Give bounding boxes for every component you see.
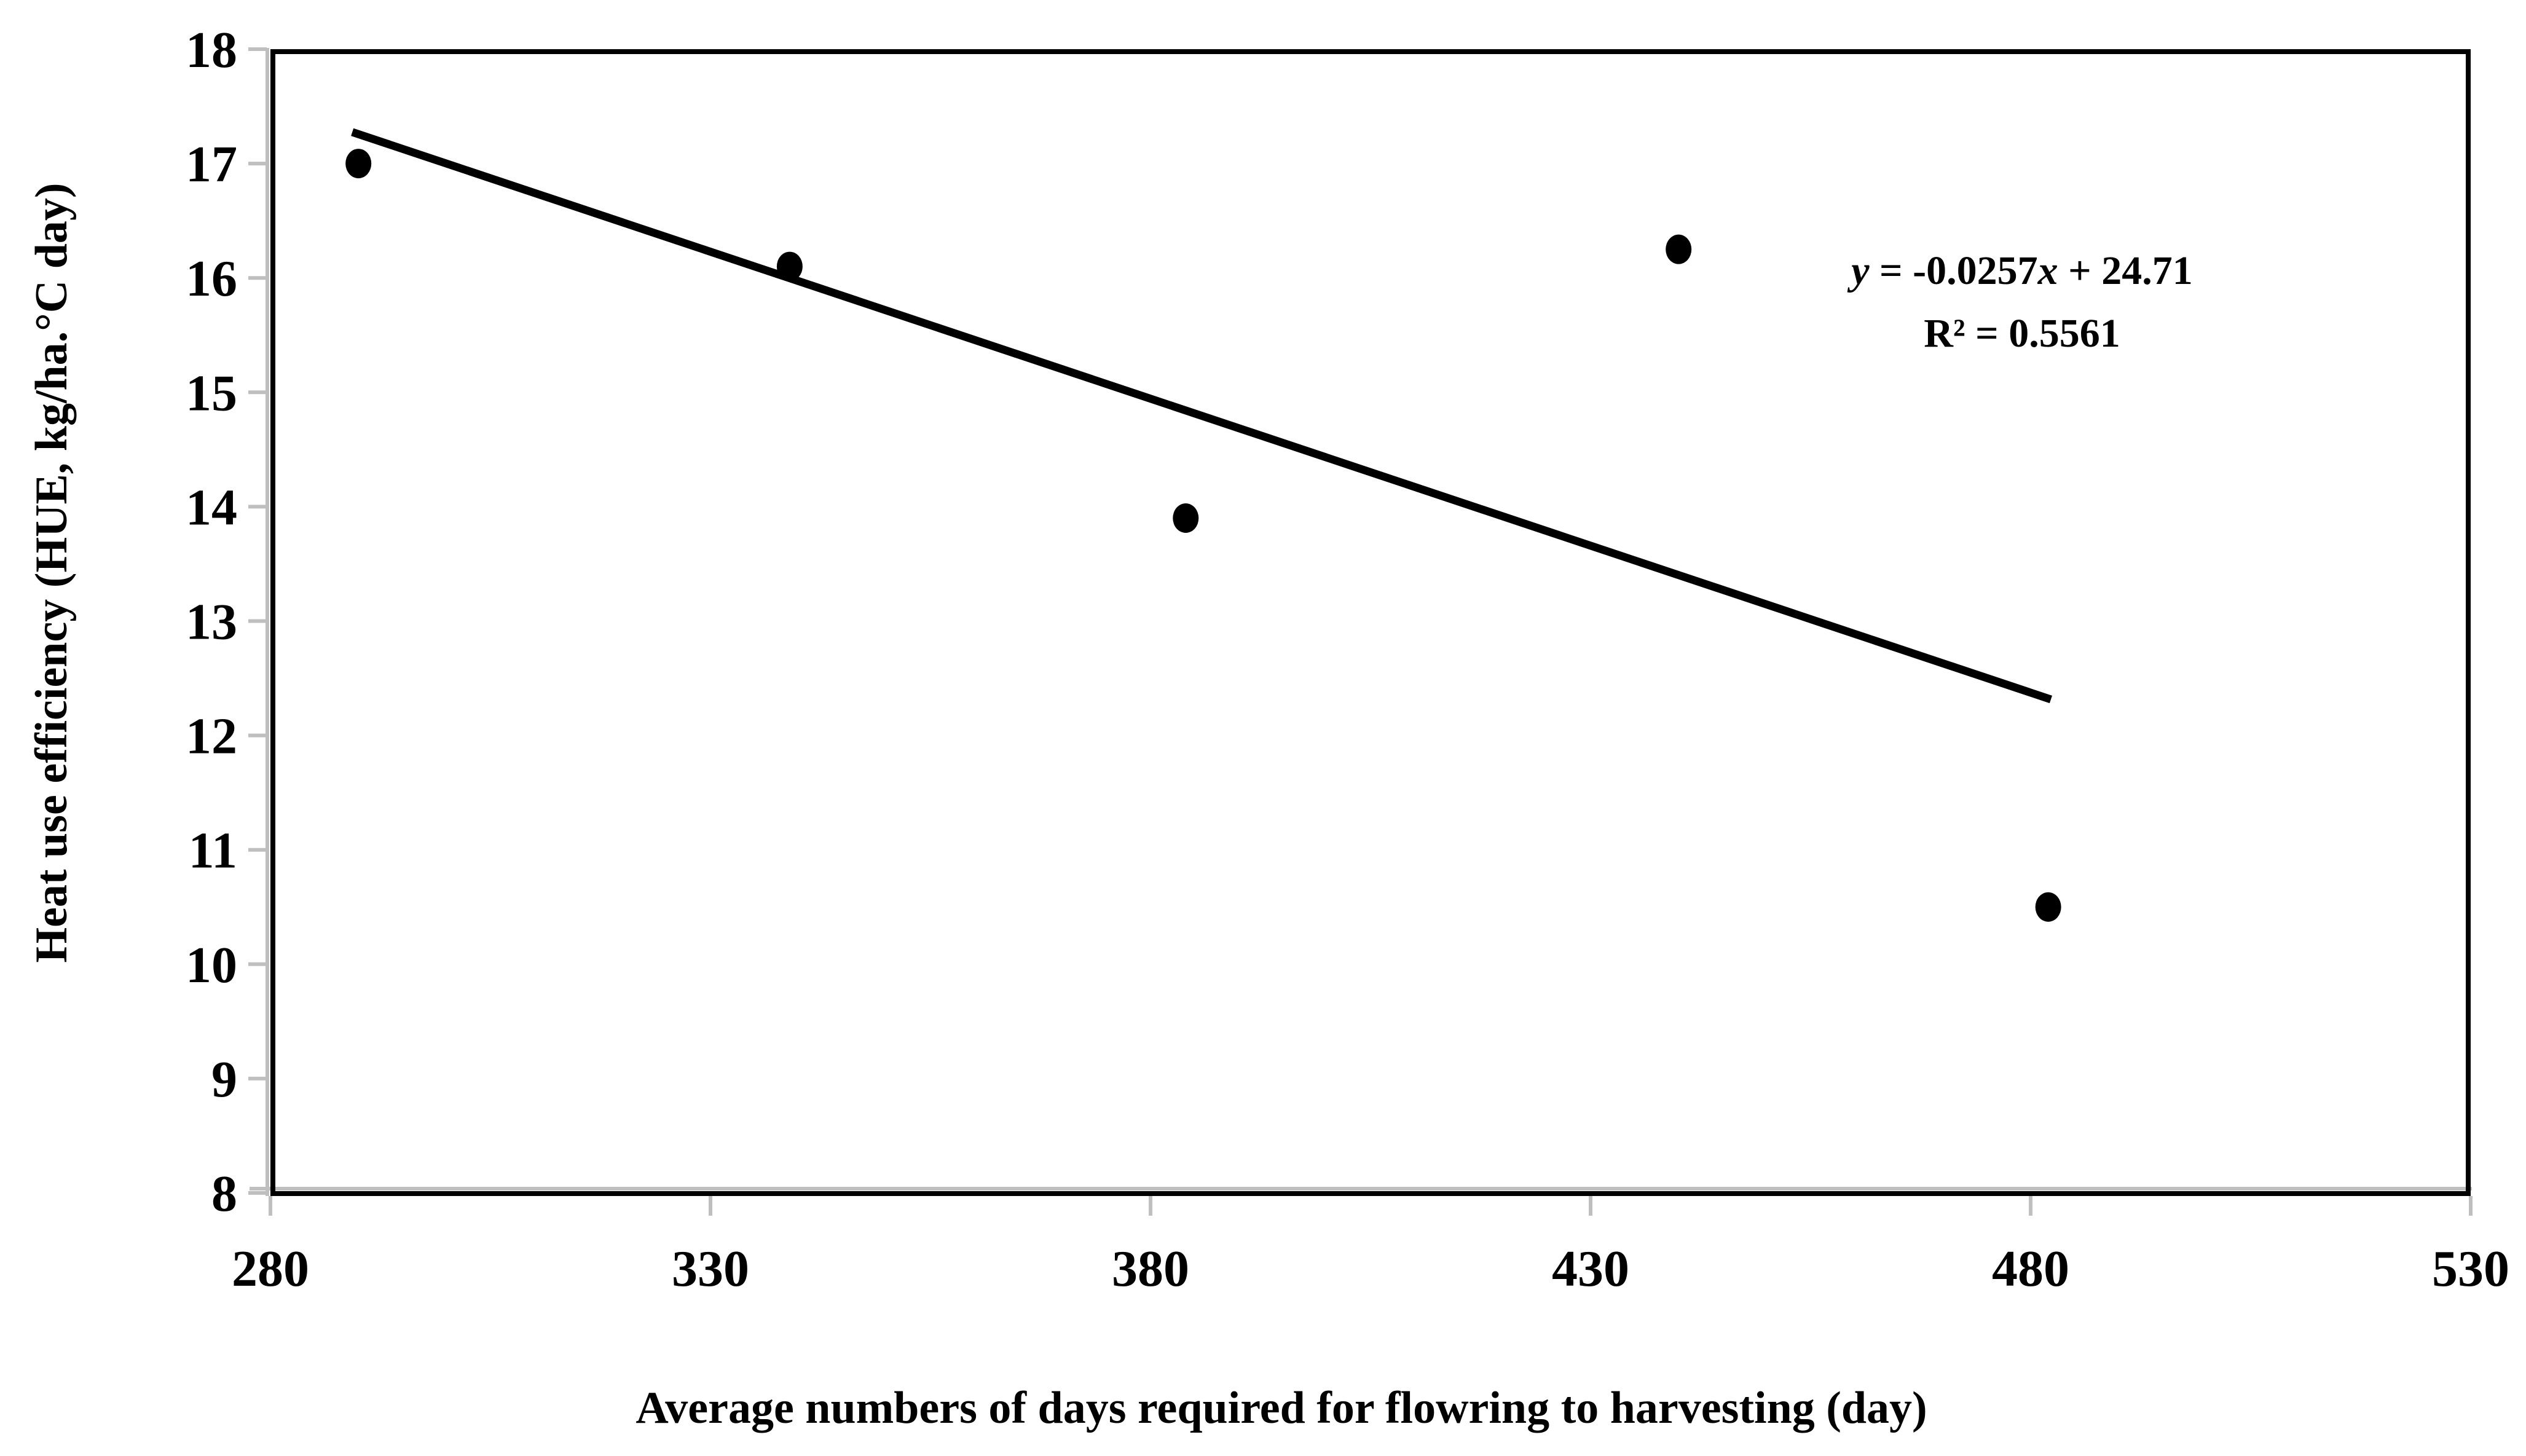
y-tick-label: 10 (186, 937, 237, 994)
data-point (2035, 892, 2061, 922)
x-tick-label: 380 (1112, 1240, 1189, 1297)
x-tick-label: 480 (1992, 1240, 2069, 1297)
trendline-equation-label: y = -0.0257x + 24.71 (1847, 248, 2193, 293)
data-point (776, 251, 803, 281)
equation-y-variable: y (1847, 248, 1870, 293)
data-point (345, 149, 372, 179)
trend-line (351, 128, 2052, 704)
y-tick-label: 18 (186, 22, 237, 79)
y-tick-label: 11 (189, 822, 237, 880)
y-tick-label: 16 (186, 250, 237, 307)
y-tick-label: 15 (186, 364, 237, 422)
equation-intercept-text: + 24.71 (2058, 248, 2193, 293)
equation-x-variable: x (2037, 248, 2058, 293)
x-tick-label: 530 (2432, 1240, 2509, 1297)
x-axis-title: Average numbers of days required for flo… (635, 1383, 1927, 1433)
y-axis-title: Heat use efficiency (HUE, kg/ha.°C day) (26, 183, 77, 963)
plot-area: 8 9 10 11 12 13 14 15 16 17 18 280 330 380 430 480 530 (186, 22, 2509, 1297)
r-squared-label: R² = 0.5561 (1924, 311, 2120, 356)
y-tick-label: 14 (186, 479, 237, 536)
y-tick-label: 12 (186, 708, 237, 765)
x-tick-label: 280 (232, 1240, 309, 1297)
data-point (1666, 234, 1692, 264)
y-tick-label: 17 (186, 136, 237, 193)
y-tick-label: 9 (211, 1051, 237, 1108)
y-tick-label: 8 (211, 1165, 237, 1222)
x-tick-label: 430 (1552, 1240, 1629, 1297)
plot-frame (270, 49, 2471, 1196)
y-tick-label: 13 (186, 594, 237, 651)
x-tick-label: 330 (672, 1240, 749, 1297)
data-point (1173, 503, 1199, 533)
equation-slope-text: = -0.0257 (1870, 248, 2038, 293)
